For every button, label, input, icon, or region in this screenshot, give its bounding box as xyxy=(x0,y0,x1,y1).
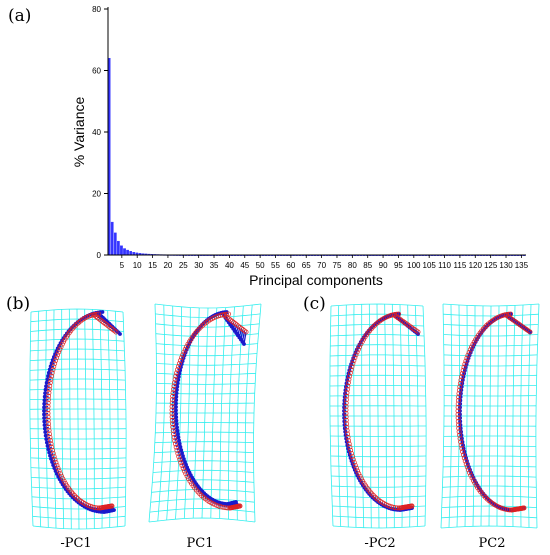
x-tick-label: 110 xyxy=(438,261,451,270)
x-tick-label: 115 xyxy=(454,261,467,270)
panel-label-c: (c) xyxy=(303,294,326,314)
y-tick-label: 0 xyxy=(97,251,102,260)
caption-minus-pc1: -PC1 xyxy=(60,536,92,551)
x-tick-label: 90 xyxy=(379,261,388,270)
x-tick-label: 40 xyxy=(225,261,234,270)
bar-pc8 xyxy=(129,251,133,256)
x-tick-label: 70 xyxy=(317,261,326,270)
shape-plot-pc1 xyxy=(148,303,262,523)
shape-plot-pc2 xyxy=(440,303,540,529)
shape-plot-minus-pc1 xyxy=(29,308,127,530)
mean-landmarks xyxy=(169,311,249,511)
deformation-grid xyxy=(148,303,262,523)
x-tick-label: 125 xyxy=(484,261,498,270)
variance-bar-chart: 0 20 40 60 80 5 10 15 20 25 30 35 40 45 50 55 60 65 70 75 80… xyxy=(71,5,529,288)
x-tick-label: 75 xyxy=(333,261,342,270)
x-tick-label: 80 xyxy=(348,261,357,270)
x-tick-label: 5 xyxy=(120,261,125,270)
mean-landmarks xyxy=(455,311,533,513)
y-tick-label: 60 xyxy=(92,67,101,76)
bar-pc4 xyxy=(117,240,120,256)
deformation-grid xyxy=(440,303,540,529)
x-tick-label: 10 xyxy=(133,261,142,270)
x-tick-label: 60 xyxy=(286,261,295,270)
x-tick-label: 105 xyxy=(423,261,437,270)
x-tick-label: 30 xyxy=(194,261,203,270)
panel-label-a: (a) xyxy=(8,6,32,26)
y-tick-label: 20 xyxy=(92,190,101,199)
x-tick-label: 130 xyxy=(499,261,513,270)
x-tick-label: 50 xyxy=(256,261,265,270)
bar-pc6 xyxy=(123,248,126,256)
x-tick-label: 135 xyxy=(515,261,529,270)
deformation-grid xyxy=(329,303,427,529)
panel-label-b: (b) xyxy=(6,294,31,314)
bar-pc5 xyxy=(120,245,123,256)
bars-group xyxy=(107,58,526,256)
y-tick-label: 80 xyxy=(92,5,101,14)
caption-pc1: PC1 xyxy=(186,536,214,551)
mean-landmarks xyxy=(343,311,421,511)
x-tick-label: 35 xyxy=(210,261,219,270)
mean-landmarks xyxy=(45,311,119,511)
x-tick-label: 20 xyxy=(163,261,172,270)
x-tick-label: 55 xyxy=(271,261,280,270)
shape-plot-minus-pc2 xyxy=(329,303,427,529)
caption-minus-pc2: -PC2 xyxy=(364,536,396,551)
x-tick-label: 65 xyxy=(302,261,311,270)
x-tick-label: 25 xyxy=(179,261,188,270)
axes-group: 0 20 40 60 80 5 10 15 20 25 30 35 40 45 50 55 60 65 70 75 80… xyxy=(92,5,529,270)
x-tick-label: 85 xyxy=(363,261,372,270)
x-tick-label: 15 xyxy=(148,261,157,270)
pc-landmarks xyxy=(171,310,247,509)
caption-pc2: PC2 xyxy=(478,536,506,551)
bar-pc2 xyxy=(110,221,114,256)
x-tick-label: 100 xyxy=(407,261,421,270)
bar-pc7 xyxy=(126,249,129,256)
x-tick-label: 95 xyxy=(394,261,403,270)
x-tick-label: 45 xyxy=(240,261,249,270)
x-tick-label: 120 xyxy=(469,261,483,270)
y-tick-label: 40 xyxy=(92,128,101,137)
bar-pc3 xyxy=(113,232,117,256)
y-axis-label: % Variance xyxy=(71,97,87,168)
x-axis-label: Principal components xyxy=(249,272,383,288)
